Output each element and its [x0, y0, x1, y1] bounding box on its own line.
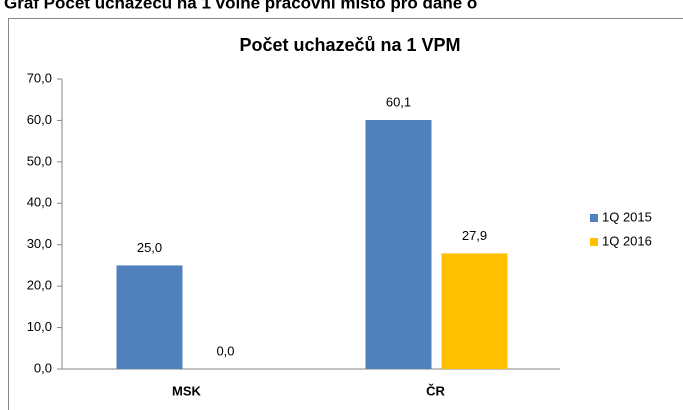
y-tick-label: 10,0 — [27, 319, 52, 334]
y-tick-label: 20,0 — [27, 278, 52, 293]
x-tick-label: MSK — [172, 383, 202, 398]
chart-title: Počet uchazečů na 1 VPM — [239, 35, 460, 55]
y-tick-label: 40,0 — [27, 195, 52, 210]
legend-label: 1Q 2015 — [602, 209, 652, 224]
x-tick-label: ČR — [426, 383, 445, 398]
bar — [116, 265, 183, 369]
bar — [441, 253, 508, 369]
chart-frame — [8, 18, 683, 410]
y-tick-label: 30,0 — [27, 236, 52, 251]
y-tick-label: 0,0 — [34, 360, 52, 375]
y-tick-label: 60,0 — [27, 112, 52, 127]
value-label: 25,0 — [137, 240, 162, 255]
value-label: 27,9 — [462, 228, 487, 243]
bar — [365, 120, 432, 369]
value-label: 0,0 — [216, 343, 234, 358]
legend-swatch — [590, 214, 598, 222]
y-tick-label: 70,0 — [27, 70, 52, 85]
caption: Graf Počet uchazečů na 1 volné pracovní … — [4, 0, 477, 12]
value-label: 60,1 — [386, 94, 411, 109]
y-tick-label: 50,0 — [27, 153, 52, 168]
legend-swatch — [590, 238, 598, 246]
legend-label: 1Q 2016 — [602, 233, 652, 248]
